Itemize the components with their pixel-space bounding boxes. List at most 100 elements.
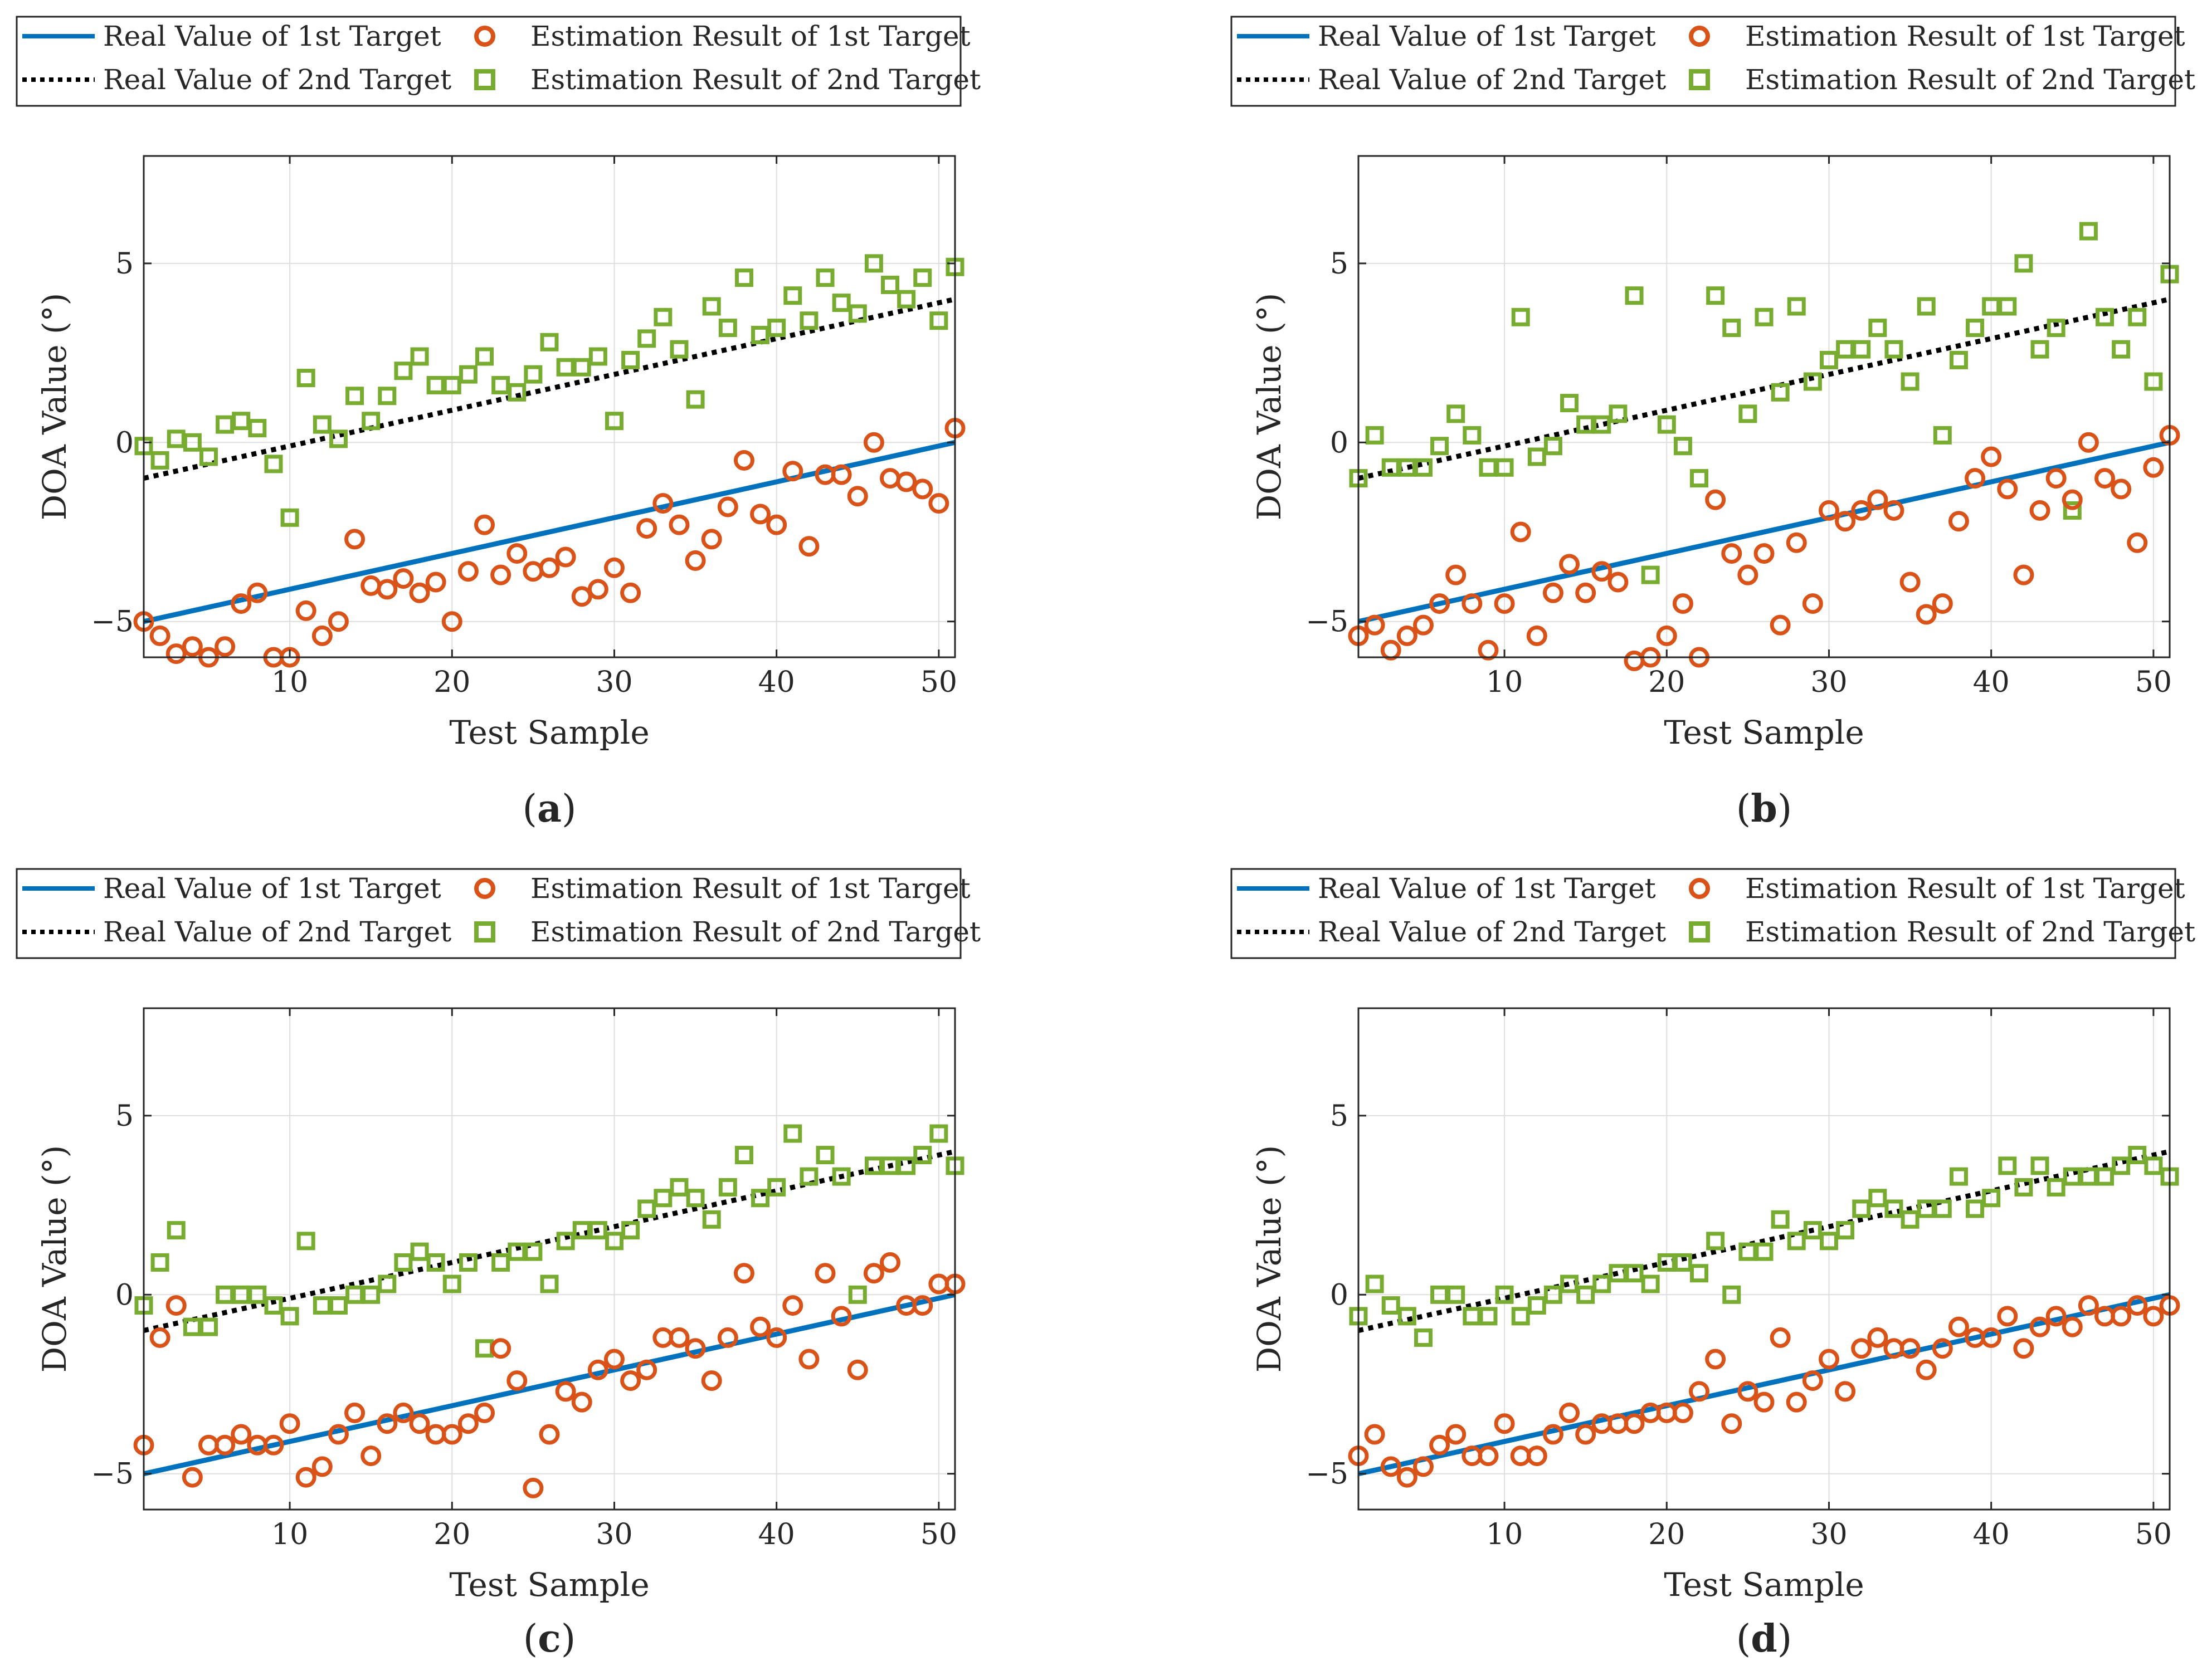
estimate-1st-marker	[393, 568, 414, 589]
estimate-2nd-marker	[816, 268, 835, 287]
estimate-2nd-marker	[1625, 1264, 1644, 1283]
estimate-1st-marker	[880, 468, 901, 489]
estimate-1st-marker	[652, 493, 674, 514]
estimate-1st-marker	[1445, 564, 1467, 585]
estimate-2nd-marker	[1852, 340, 1871, 359]
estimate-2nd-marker	[1625, 286, 1644, 305]
estimate-1st-marker	[311, 625, 333, 646]
estimate-2nd-marker	[1657, 415, 1676, 434]
y-tick-label: 0	[1330, 1278, 1348, 1312]
legend-box	[1230, 868, 2176, 959]
estimate-2nd-marker	[767, 1178, 786, 1196]
estimate-1st-marker	[1575, 582, 1596, 603]
estimate-1st-marker	[1542, 1424, 1563, 1445]
estimate-1st-marker	[1981, 446, 2002, 467]
estimate-2nd-marker	[1901, 1210, 1920, 1229]
estimate-2nd-marker	[1430, 437, 1449, 456]
estimate-2nd-marker	[296, 1232, 315, 1251]
legend-label-real-1st: Real Value of 1st Target	[1318, 872, 1656, 905]
estimate-2nd-marker	[718, 319, 737, 338]
estimate-2nd-marker	[1365, 1274, 1384, 1293]
legend-label-real-2nd: Real Value of 2nd Target	[1318, 64, 1666, 96]
estimate-1st-marker	[198, 1434, 219, 1456]
estimate-2nd-marker	[2112, 1156, 2131, 1175]
estimate-1st-marker	[1429, 1434, 1450, 1456]
estimate-1st-marker	[782, 1295, 803, 1316]
estimate-2nd-marker	[1852, 1199, 1871, 1218]
y-tick-label: 5	[115, 1100, 134, 1133]
estimate-1st-marker	[295, 1467, 316, 1488]
y-tick-label: 0	[1330, 426, 1348, 460]
estimate-2nd-marker	[459, 1253, 478, 1272]
estimate-2nd-marker	[556, 1232, 575, 1251]
x-axis-label: Test Sample	[449, 714, 649, 751]
estimate-1st-marker	[636, 518, 657, 539]
estimate-2nd-marker	[588, 1221, 607, 1240]
estimate-1st-marker	[1899, 572, 1921, 593]
estimate-2nd-marker	[1706, 286, 1725, 305]
x-tick-label: 20	[1648, 666, 1685, 699]
estimate-1st-marker	[1737, 564, 1758, 585]
legend-label-est-2nd: Estimation Result of 2nd Target	[530, 64, 981, 96]
estimate-1st-marker	[701, 1370, 722, 1391]
estimate-1st-marker	[1559, 1402, 1580, 1423]
estimate-1st-marker	[2013, 564, 2034, 585]
x-tick-label: 40	[1973, 1518, 2010, 1551]
estimate-1st-marker	[474, 1402, 495, 1423]
estimate-1st-marker	[2078, 432, 2099, 453]
estimate-2nd-marker	[199, 1317, 218, 1336]
estimate-1st-marker	[393, 1402, 414, 1423]
estimate-1st-marker	[831, 464, 852, 485]
x-tick-label: 30	[1810, 1518, 1847, 1551]
estimate-2nd-marker	[929, 1124, 948, 1143]
estimate-1st-marker	[1867, 489, 1888, 510]
estimate-1st-marker	[1802, 1370, 1823, 1391]
estimate-1st-marker	[539, 1424, 560, 1445]
legend-label-real-2nd: Real Value of 2nd Target	[103, 64, 451, 96]
y-tick-label: 0	[115, 1278, 134, 1312]
estimate-1st-marker	[912, 1295, 933, 1316]
real-line-1st	[143, 1292, 956, 1477]
estimate-1st-marker	[149, 625, 170, 646]
estimate-2nd-marker	[2047, 1178, 2065, 1196]
estimate-2nd-marker	[913, 268, 932, 287]
estimate-2nd-marker	[1722, 1285, 1741, 1304]
estimate-1st-marker	[701, 529, 722, 550]
estimate-1st-marker	[1818, 500, 1839, 521]
panel-c: Real Value of 1st Target Real Value of 2…	[16, 868, 981, 1661]
legend-marker-est-2nd	[1689, 921, 1710, 942]
y-tick-label: 5	[1330, 1100, 1348, 1133]
markers	[1348, 222, 2180, 671]
estimate-2nd-marker	[783, 1124, 802, 1143]
estimate-2nd-marker	[183, 433, 202, 452]
legend: Real Value of 1st Target Real Value of 2…	[1230, 868, 2195, 959]
estimate-2nd-marker	[1982, 1189, 2001, 1208]
legend-label-est-2nd: Estimation Result of 2nd Target	[530, 916, 981, 948]
estimate-2nd-marker	[1543, 1285, 1562, 1304]
estimate-2nd-marker	[1576, 1285, 1595, 1304]
estimate-1st-marker	[182, 636, 203, 657]
estimate-1st-marker	[457, 1413, 479, 1434]
estimate-2nd-marker	[1641, 565, 1660, 584]
estimate-2nd-marker	[864, 254, 883, 273]
estimate-1st-marker	[733, 450, 754, 471]
estimate-2nd-marker	[734, 1146, 753, 1165]
estimate-2nd-marker	[329, 1296, 348, 1315]
estimate-2nd-marker	[1641, 1274, 1660, 1293]
estimate-1st-marker	[1851, 1338, 1872, 1359]
estimate-1st-marker	[2013, 1338, 2034, 1359]
estimate-2nd-marker	[1414, 458, 1433, 477]
estimate-2nd-marker	[2096, 307, 2115, 326]
estimate-1st-marker	[912, 478, 933, 500]
estimate-1st-marker	[863, 432, 884, 453]
estimate-2nd-marker	[800, 311, 819, 330]
grid	[144, 1008, 955, 1510]
estimate-1st-marker	[1429, 593, 1450, 614]
estimate-1st-marker	[1753, 1391, 1775, 1413]
estimate-1st-marker	[1380, 639, 1401, 661]
estimate-2nd-marker	[1771, 383, 1790, 402]
estimate-2nd-marker	[1560, 394, 1579, 413]
estimate-1st-marker	[1916, 604, 1937, 625]
estimate-1st-marker	[847, 1359, 868, 1380]
estimate-1st-marker	[295, 600, 316, 621]
